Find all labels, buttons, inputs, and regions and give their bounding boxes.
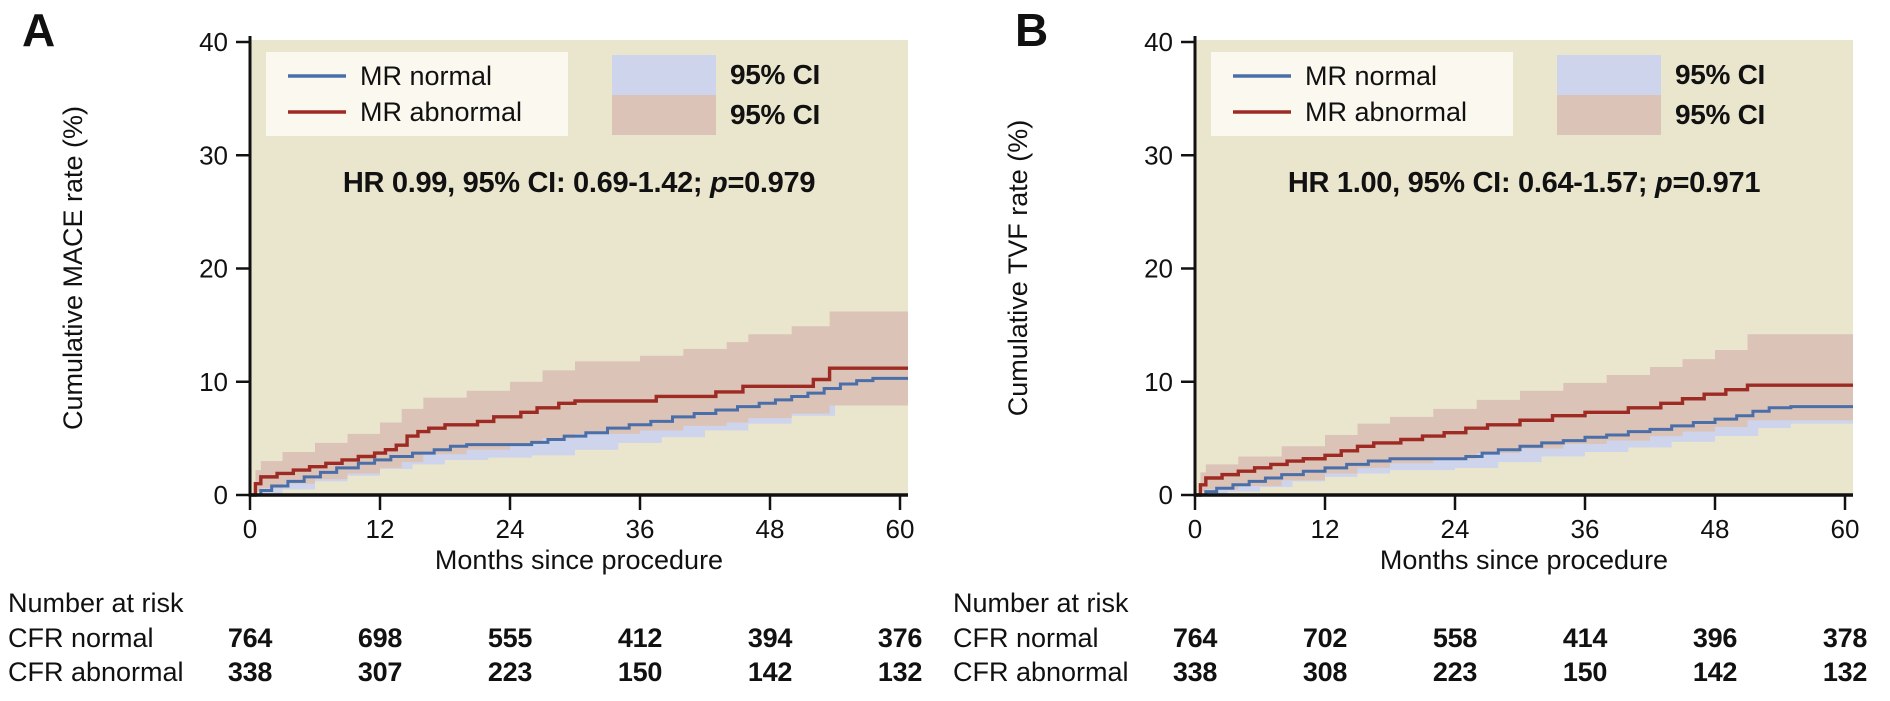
panel-letter: B: [1015, 4, 1048, 56]
y-tick-label: 30: [199, 140, 228, 170]
risk-value-normal: 698: [358, 623, 402, 653]
x-tick-label: 24: [1441, 514, 1470, 544]
risk-value-normal: 702: [1303, 623, 1347, 653]
hr-annotation: HR 0.99, 95% CI: 0.69-1.42; p=0.979: [343, 167, 815, 199]
mr-abnormal-curve: [250, 366, 908, 497]
risk-value-normal: 412: [618, 623, 662, 653]
ci-label-abnormal: 95% CI: [730, 99, 820, 130]
y-tick-label: 10: [199, 367, 228, 397]
risk-value-abnormal: 142: [1693, 657, 1737, 687]
x-tick-label: 60: [886, 514, 915, 544]
x-tick-label: 48: [756, 514, 785, 544]
ci-label-normal: 95% CI: [1675, 59, 1765, 90]
y-tick-label: 40: [1144, 27, 1173, 57]
ci-swatch-normal: [1557, 55, 1661, 95]
risk-row-label-normal: CFR normal: [953, 623, 1099, 653]
x-tick-label: 60: [1831, 514, 1860, 544]
x-tick-label: 48: [1701, 514, 1730, 544]
risk-value-normal: 555: [488, 623, 532, 653]
mr-abnormal-ci-band: [250, 311, 908, 495]
hr-annotation: HR 1.00, 95% CI: 0.64-1.57; p=0.971: [1288, 167, 1760, 199]
y-tick-label: 0: [1159, 480, 1173, 510]
panel-letter: A: [22, 4, 55, 56]
x-tick-label: 12: [1311, 514, 1340, 544]
y-tick-label: 20: [1144, 254, 1173, 284]
legend-label-mr-normal: MR normal: [360, 61, 492, 91]
risk-value-abnormal: 142: [748, 657, 792, 687]
x-tick-label: 36: [1571, 514, 1600, 544]
risk-value-abnormal: 132: [1823, 657, 1867, 687]
mr-abnormal-ci-band: [1195, 334, 1853, 495]
risk-value-normal: 376: [878, 623, 922, 653]
risk-row-label-abnormal: CFR abnormal: [953, 657, 1129, 687]
mr-normal-curve: [250, 376, 908, 497]
risk-value-normal: 558: [1433, 623, 1477, 653]
y-tick-label: 20: [199, 254, 228, 284]
legend-box: [1211, 52, 1513, 136]
ci-label-abnormal: 95% CI: [1675, 99, 1765, 130]
legend-label-mr-normal: MR normal: [1305, 61, 1437, 91]
ci-label-normal: 95% CI: [730, 59, 820, 90]
risk-value-normal: 396: [1693, 623, 1737, 653]
risk-value-abnormal: 338: [1173, 657, 1217, 687]
risk-value-normal: 394: [748, 623, 792, 653]
risk-row-label-abnormal: CFR abnormal: [8, 657, 184, 687]
risk-value-abnormal: 307: [358, 657, 402, 687]
risk-value-abnormal: 132: [878, 657, 922, 687]
risk-value-normal: 764: [1173, 623, 1217, 653]
x-tick-label: 36: [626, 514, 655, 544]
risk-value-normal: 414: [1563, 623, 1607, 653]
x-tick-label: 24: [496, 514, 525, 544]
legend-label-mr-abnormal: MR abnormal: [360, 97, 522, 127]
y-tick-label: 30: [1144, 140, 1173, 170]
risk-value-abnormal: 308: [1303, 657, 1347, 687]
x-axis-title: Months since procedure: [435, 545, 723, 575]
ci-swatch-abnormal: [1557, 95, 1661, 135]
risk-value-abnormal: 223: [488, 657, 532, 687]
x-axis-title: Months since procedure: [1380, 545, 1668, 575]
risk-value-abnormal: 338: [228, 657, 272, 687]
y-axis-title: Cumulative TVF rate (%): [1003, 120, 1033, 417]
mr-normal-curve: [1195, 405, 1853, 497]
y-tick-label: 10: [1144, 367, 1173, 397]
risk-value-normal: 378: [1823, 623, 1867, 653]
ci-swatch-abnormal: [612, 95, 716, 135]
risk-value-abnormal: 150: [618, 657, 662, 687]
y-axis-title: Cumulative MACE rate (%): [58, 106, 88, 430]
risk-value-abnormal: 223: [1433, 657, 1477, 687]
x-tick-label: 0: [243, 514, 257, 544]
legend-box: [266, 52, 568, 136]
ci-swatch-normal: [612, 55, 716, 95]
risk-value-normal: 764: [228, 623, 272, 653]
risk-row-label-normal: CFR normal: [8, 623, 154, 653]
y-tick-label: 40: [199, 27, 228, 57]
mr-abnormal-curve: [1195, 383, 1853, 497]
x-tick-label: 12: [366, 514, 395, 544]
y-tick-label: 0: [214, 480, 228, 510]
panel-b-chart: 0 10 20 30 40 0 12 24 36 48 60 Cumulative TVF rate …: [953, 4, 1868, 687]
risk-value-abnormal: 150: [1563, 657, 1607, 687]
panel-a-chart: 0 10 20 30 40 0 12 24 36 48 60 Cumulative MACE rate…: [8, 4, 923, 687]
legend-label-mr-abnormal: MR abnormal: [1305, 97, 1467, 127]
risk-table-title: Number at risk: [953, 588, 1129, 618]
risk-table-title: Number at risk: [8, 588, 184, 618]
x-tick-label: 0: [1188, 514, 1202, 544]
